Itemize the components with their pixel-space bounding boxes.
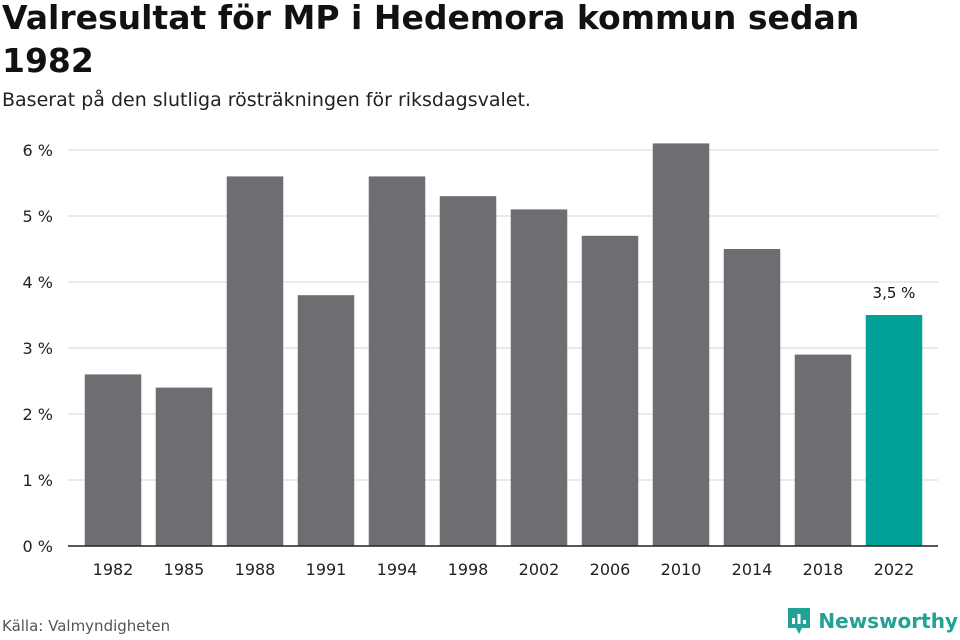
y-tick-label: 6 %: [23, 141, 53, 160]
bar-1994: [368, 176, 426, 546]
bar-2018: [794, 354, 852, 546]
bar-2006: [581, 235, 639, 547]
y-tick-label: 2 %: [23, 405, 53, 424]
x-tick-label: 1998: [448, 560, 489, 579]
bar-2014: [723, 249, 781, 546]
bars: [84, 143, 923, 547]
x-tick-label: 2006: [590, 560, 631, 579]
data-label: 3,5 %: [873, 284, 916, 302]
source-note: Källa: Valmyndigheten: [2, 617, 171, 635]
x-tick-label: 1988: [235, 560, 276, 579]
x-tick-label: 1994: [377, 560, 418, 579]
bar-1998: [439, 196, 497, 546]
x-tick-label: 1991: [306, 560, 347, 579]
x-tick-label: 2002: [519, 560, 560, 579]
newsworthy-logo-icon: [788, 608, 811, 634]
grid-lines: [68, 149, 938, 481]
bar-2022: [865, 315, 923, 546]
x-tick-label: 2010: [661, 560, 702, 579]
x-tick-label: 1982: [93, 560, 134, 579]
y-tick-label: 1 %: [23, 471, 53, 490]
bar-1991: [297, 295, 355, 546]
bar-2010: [652, 143, 710, 546]
bar-1985: [155, 387, 213, 546]
y-tick-label: 5 %: [23, 207, 53, 226]
bar-1982: [84, 374, 142, 546]
x-tick-labels: 1982 1985 1988 1991 1994 1998 2002 2006 2010 2014…: [93, 560, 915, 579]
y-tick-label: 3 %: [23, 339, 53, 358]
x-tick-label: 2014: [732, 560, 773, 579]
x-tick-label: 2022: [874, 560, 915, 579]
brand-name: Newsworthy: [818, 609, 958, 633]
y-tick-label: 0 %: [23, 537, 53, 556]
chart-subtitle: Baserat på den slutliga rösträkningen fö…: [2, 89, 531, 111]
bar-1988: [226, 176, 284, 546]
brand-logo: Newsworthy: [786, 606, 958, 636]
y-tick-labels: 0 % 1 % 2 % 3 % 4 % 5 % 6 %: [23, 141, 53, 556]
data-labels: 3,5 %: [873, 284, 916, 302]
y-tick-label: 4 %: [23, 273, 53, 292]
bar-2002: [510, 209, 568, 546]
chart-title: Valresultat för MP i Hedemora kommun sed…: [2, 0, 860, 80]
x-tick-label: 1985: [164, 560, 205, 579]
x-tick-label: 2018: [803, 560, 844, 579]
